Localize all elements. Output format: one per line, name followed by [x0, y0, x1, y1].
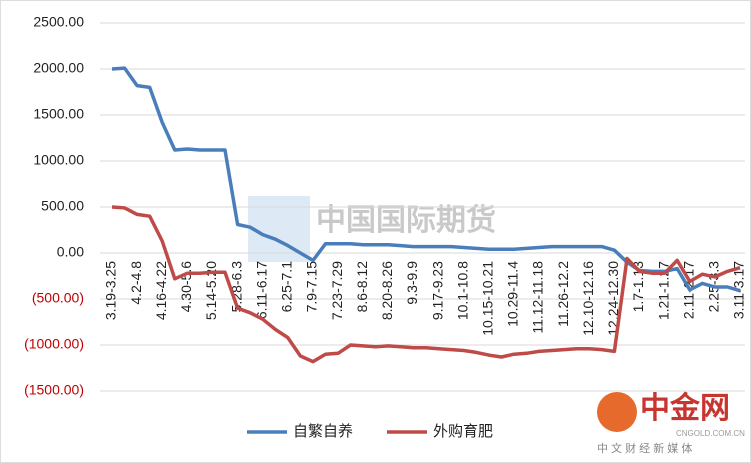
x-tick-label: 11.26-12.2	[555, 261, 571, 327]
x-tick-label: 9.17-9.23	[429, 261, 445, 320]
y-tick-label: 0.00	[57, 244, 84, 260]
y-tick-label: 1000.00	[33, 152, 84, 168]
x-tick-label: 8.6-8.12	[354, 261, 370, 313]
x-tick-label: 11.12-11.18	[530, 261, 546, 334]
x-tick-label: 10.29-11.4	[505, 261, 521, 327]
x-tick-label: 9.3-9.9	[404, 261, 420, 305]
y-tick-label: (1000.00)	[24, 336, 84, 352]
x-tick-label: 5.28-6.3	[228, 261, 244, 313]
legend-label: 外购育肥	[433, 423, 493, 440]
x-tick-label: 1.7-1.13	[630, 261, 646, 313]
x-tick-label: 10.15-10.21	[480, 261, 496, 336]
y-tick-label: 500.00	[41, 198, 84, 214]
x-tick-label: 4.30-5.6	[178, 261, 194, 313]
y-tick-label: 1500.00	[33, 106, 84, 122]
watermark: 中国国际期货	[316, 203, 496, 237]
x-tick-label: 5.14-5.20	[203, 261, 219, 320]
x-tick-label: 12.10-12.16	[580, 261, 596, 336]
x-tick-label: 4.2-4.8	[128, 261, 144, 305]
watermark: 中金网	[640, 391, 730, 425]
logo	[597, 392, 637, 432]
x-tick-label: 6.25-7.1	[279, 261, 295, 313]
y-tick-label: (500.00)	[32, 290, 84, 306]
x-tick-label: 7.9-7.15	[304, 261, 320, 313]
x-tick-label: 10.1-10.8	[454, 261, 470, 320]
x-tick-label: 6.11-6.17	[253, 261, 269, 319]
x-tick-label: 7.23-7.29	[329, 261, 345, 320]
x-tick-label: 1.21-1.27	[655, 261, 671, 320]
x-tick-label: 3.19-3.25	[103, 261, 119, 320]
y-tick-label: 2500.00	[33, 14, 84, 30]
watermark: CNGOLD.COM.CN	[676, 429, 745, 438]
x-tick-label: 8.20-8.26	[379, 261, 395, 320]
x-tick-label: 12.24-12.30	[605, 261, 621, 336]
y-tick-label: 2000.00	[33, 60, 84, 76]
y-tick-label: (1500.00)	[24, 382, 84, 398]
legend-label: 自繁自养	[293, 423, 353, 440]
series-line	[111, 205, 741, 364]
watermark: 中 文 财 经 新 媒 体	[597, 441, 692, 455]
x-tick-label: 4.16-4.22	[153, 261, 169, 320]
